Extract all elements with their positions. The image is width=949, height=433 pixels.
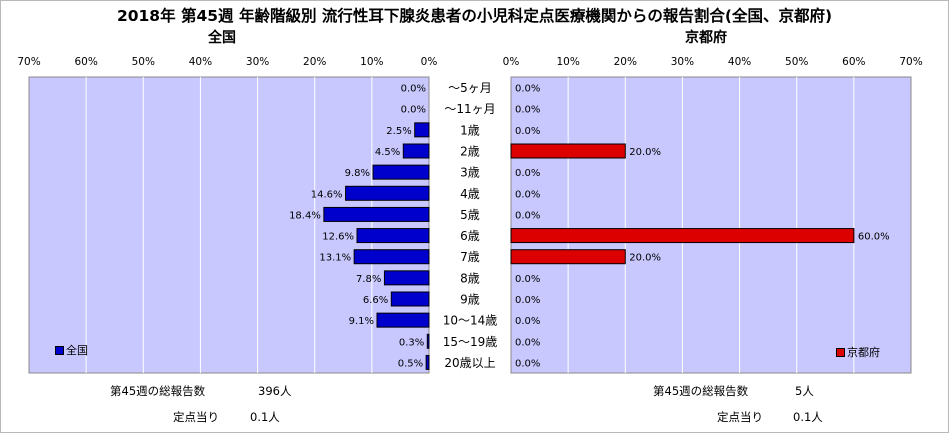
national-tick-label: 50%	[132, 56, 155, 68]
kyoto-per-value: 0.1人	[793, 410, 823, 424]
national-tick-label: 20%	[303, 56, 326, 68]
national-bar	[425, 354, 430, 370]
age-category-label: 8歳	[460, 271, 480, 285]
age-category-label: 3歳	[460, 166, 480, 180]
kyoto-value-label: 0.0%	[515, 84, 540, 95]
kyoto-value-label: 0.0%	[515, 274, 540, 285]
chart-title: 2018年 第45週 年齢階級別 流行性耳下腺炎患者の小児科定点医療機関からの報…	[116, 7, 833, 25]
age-category-label: ～5ヶ月	[448, 81, 492, 95]
kyoto-bar	[510, 249, 626, 265]
kyoto-total-label: 第45週の総報告数	[653, 384, 749, 398]
national-panel-title: 全国	[208, 30, 236, 46]
national-tick-label: 30%	[246, 56, 269, 68]
kyoto-value-label: 0.0%	[515, 337, 540, 348]
kyoto-value-label: 0.0%	[515, 316, 540, 327]
national-per-value: 0.1人	[250, 410, 280, 424]
national-bar	[345, 185, 430, 201]
national-bar	[323, 206, 430, 222]
kyoto-value-label: 0.0%	[515, 126, 540, 137]
kyoto-per-label: 定点当り	[717, 410, 763, 424]
national-legend: 全国	[55, 342, 88, 358]
national-value-label: 2.5%	[386, 126, 411, 137]
national-value-label: 13.1%	[319, 253, 351, 264]
age-category-label: 10～14歳	[443, 314, 498, 328]
national-tick-label: 40%	[189, 56, 212, 68]
kyoto-panel-title: 京都府	[685, 30, 727, 46]
kyoto-value-label: 20.0%	[629, 147, 661, 158]
age-category-label: ～11ヶ月	[444, 102, 495, 116]
kyoto-value-label: 0.0%	[515, 168, 540, 179]
kyoto-total-value: 5人	[795, 384, 814, 398]
kyoto-tick-label: 60%	[842, 56, 865, 68]
national-value-label: 18.4%	[289, 210, 321, 221]
national-value-label: 14.6%	[311, 189, 343, 200]
kyoto-bar	[510, 143, 626, 159]
national-legend-label: 全国	[66, 344, 88, 357]
national-bar	[414, 122, 430, 138]
national-legend-swatch	[55, 345, 64, 355]
kyoto-plot-area	[510, 76, 912, 374]
kyoto-tick-label: 30%	[671, 56, 694, 68]
age-category-label: 1歳	[460, 123, 480, 137]
national-value-label: 4.5%	[375, 147, 400, 158]
national-bar	[376, 312, 430, 328]
age-category-label: 6歳	[460, 229, 480, 243]
national-value-label: 6.6%	[363, 295, 388, 306]
national-bar	[353, 249, 430, 265]
age-category-label: 4歳	[460, 187, 480, 201]
age-category-label: 15～19歳	[443, 335, 498, 349]
kyoto-value-label: 0.0%	[515, 358, 540, 369]
national-value-label: 12.6%	[322, 232, 354, 243]
national-tick-label: 0%	[421, 56, 438, 68]
kyoto-tick-label: 10%	[556, 56, 579, 68]
age-category-label: 2歳	[460, 145, 480, 159]
kyoto-bar	[510, 228, 855, 244]
national-value-label: 0.0%	[401, 84, 426, 95]
national-tick-label: 10%	[360, 56, 383, 68]
kyoto-tick-label: 40%	[728, 56, 751, 68]
national-bar	[383, 270, 430, 286]
national-tick-label: 70%	[17, 56, 40, 68]
national-bar	[372, 164, 430, 180]
national-total-label: 第45週の総報告数	[110, 384, 206, 398]
national-total-value: 396人	[258, 384, 292, 398]
kyoto-value-label: 0.0%	[515, 295, 540, 306]
age-category-label: 9歳	[460, 293, 480, 307]
national-tick-label: 60%	[74, 56, 97, 68]
kyoto-tick-label: 0%	[503, 56, 520, 68]
national-value-label: 9.1%	[349, 316, 374, 327]
national-value-label: 0.0%	[401, 105, 426, 116]
kyoto-tick-label: 20%	[614, 56, 637, 68]
kyoto-tick-label: 50%	[785, 56, 808, 68]
national-value-label: 0.3%	[399, 337, 424, 348]
national-plot-area	[28, 76, 430, 374]
age-category-label: 5歳	[460, 208, 480, 222]
national-per-label: 定点当り	[173, 410, 219, 424]
national-value-label: 0.5%	[398, 358, 423, 369]
national-value-label: 7.8%	[356, 274, 381, 285]
kyoto-legend-swatch	[836, 347, 845, 357]
national-bar	[426, 333, 430, 349]
national-bar	[402, 143, 430, 159]
national-bar	[356, 228, 430, 244]
age-category-label: 20歳以上	[444, 356, 495, 370]
national-value-label: 9.8%	[345, 168, 370, 179]
national-bar	[390, 291, 430, 307]
kyoto-legend-label: 京都府	[847, 346, 880, 359]
kyoto-value-label: 60.0%	[858, 232, 890, 243]
kyoto-value-label: 0.0%	[515, 105, 540, 116]
kyoto-value-label: 0.0%	[515, 189, 540, 200]
kyoto-tick-label: 70%	[899, 56, 922, 68]
kyoto-value-label: 20.0%	[629, 253, 661, 264]
kyoto-legend: 京都府	[836, 344, 880, 360]
age-category-label: 7歳	[460, 250, 480, 264]
kyoto-value-label: 0.0%	[515, 210, 540, 221]
